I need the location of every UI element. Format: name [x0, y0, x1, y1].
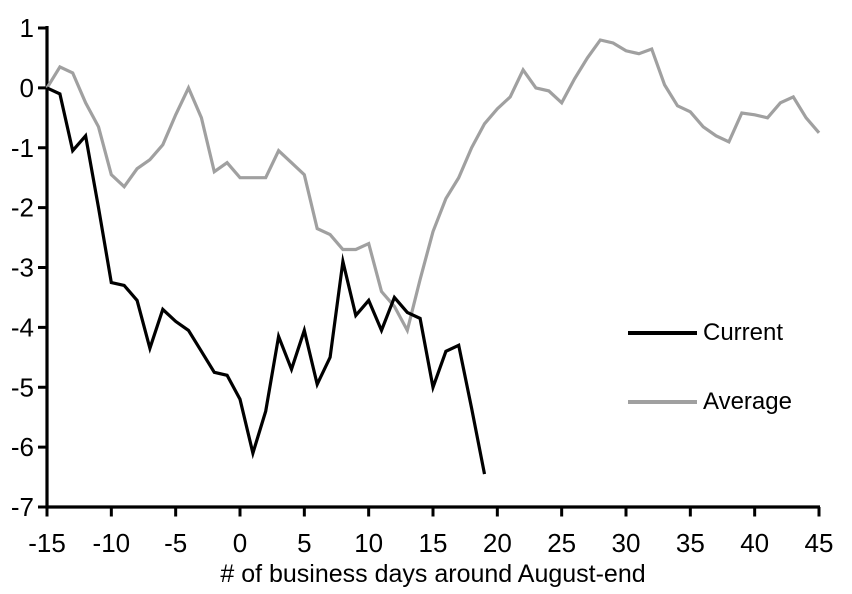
y-tick-label: -1 [11, 133, 34, 163]
x-tick-label: 5 [297, 528, 311, 558]
x-tick-label: -10 [93, 528, 131, 558]
current-line-swatch [628, 331, 697, 335]
y-tick-label: -5 [11, 372, 34, 402]
current-line [46, 86, 487, 475]
x-axis-title: # of business days around August-end [220, 560, 646, 588]
y-tick-label: 1 [20, 13, 34, 43]
x-tick-label: 10 [354, 528, 383, 558]
x-tick-label: 20 [483, 528, 512, 558]
x-tick-label: -15 [28, 528, 66, 558]
y-tick-label: 0 [20, 73, 34, 103]
average-line-swatch [628, 400, 697, 404]
legend-label-average: Average [703, 388, 792, 415]
average-line [45, 38, 821, 335]
legend-label-current: Current [703, 319, 784, 346]
y-tick-label: -3 [11, 253, 34, 283]
legend-item-current: Current [628, 319, 783, 347]
y-tick-label: -4 [11, 312, 34, 342]
x-tick-label: -5 [164, 528, 187, 558]
x-tick-label: 0 [233, 528, 247, 558]
x-tick-label: 25 [547, 528, 576, 558]
x-tick-label: 35 [676, 528, 705, 558]
y-tick-label: -7 [11, 492, 34, 522]
x-tick-label: 30 [612, 528, 641, 558]
x-tick-label: 15 [419, 528, 448, 558]
y-tick-label: -6 [11, 432, 34, 462]
x-tick-label: 40 [740, 528, 769, 558]
legend-item-average: Average [628, 388, 792, 416]
y-tick-label: -2 [11, 193, 34, 223]
x-tick-label: 45 [805, 528, 834, 558]
